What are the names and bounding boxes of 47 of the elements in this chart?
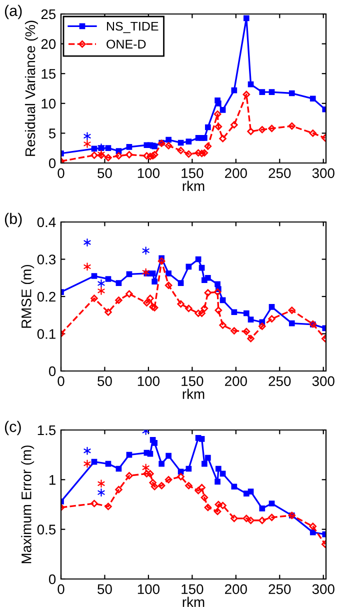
chart-title: (c)	[4, 420, 21, 436]
x-tick-label: 150	[182, 168, 204, 178]
x-tick-label: 200	[225, 376, 247, 386]
legend-label: ONE-D	[106, 40, 146, 49]
y-tick-label: 15	[42, 69, 56, 79]
x-tick-label: 100	[138, 168, 160, 178]
y-tick-label: 10	[42, 98, 56, 109]
x-tick-label: 250	[268, 584, 291, 594]
y-axis-title: Maximum Error (m)	[21, 446, 34, 564]
y-tick-label: 1.5	[38, 425, 56, 436]
y-tick-label: 1	[49, 475, 56, 485]
y-tick-label: 0.1	[37, 329, 56, 339]
x-tick-label: 100	[138, 584, 160, 594]
y-axis-title: RMSE (m)	[21, 264, 34, 328]
x-tick-label: 0	[58, 168, 64, 178]
y-tick-label: 0	[48, 158, 56, 168]
x-tick-label: 250	[268, 168, 291, 178]
x-tick-label: 50	[98, 584, 112, 594]
x-axis-title: rkm	[182, 388, 204, 399]
x-tick-label: 300	[312, 376, 334, 386]
x-tick-label: 0	[58, 376, 64, 386]
x-tick-label: 300	[312, 584, 334, 594]
y-tick-label: 0	[48, 366, 56, 376]
x-tick-label: 0	[58, 584, 64, 594]
x-tick-label: 50	[98, 168, 112, 178]
y-axis-title: Residual Variance (%)	[24, 20, 38, 156]
chart-title: (a)	[4, 4, 22, 20]
y-tick-label: 20	[41, 39, 56, 49]
x-tick-label: 200	[225, 168, 247, 178]
x-tick-label: 50	[98, 376, 112, 386]
y-tick-label: 0	[48, 574, 56, 584]
y-tick-label: 25	[41, 9, 56, 20]
y-tick-label: 0.5	[37, 524, 56, 535]
x-tick-label: 250	[268, 376, 291, 386]
x-tick-label: 200	[225, 584, 247, 594]
x-tick-label: 300	[312, 168, 334, 178]
y-tick-label: 0.2	[37, 292, 56, 302]
legend-label: NS_TIDE	[107, 22, 158, 34]
chart-title: (b)	[4, 212, 22, 228]
x-tick-label: 150	[182, 584, 204, 594]
x-tick-label: 100	[138, 376, 160, 386]
x-axis-title: rkm	[182, 180, 204, 191]
x-tick-label: 150	[182, 376, 204, 386]
y-tick-label: 0.4	[37, 217, 56, 228]
y-tick-label: 0.3	[37, 254, 56, 264]
x-axis-title: rkm	[182, 596, 204, 607]
y-tick-label: 5	[48, 128, 56, 138]
